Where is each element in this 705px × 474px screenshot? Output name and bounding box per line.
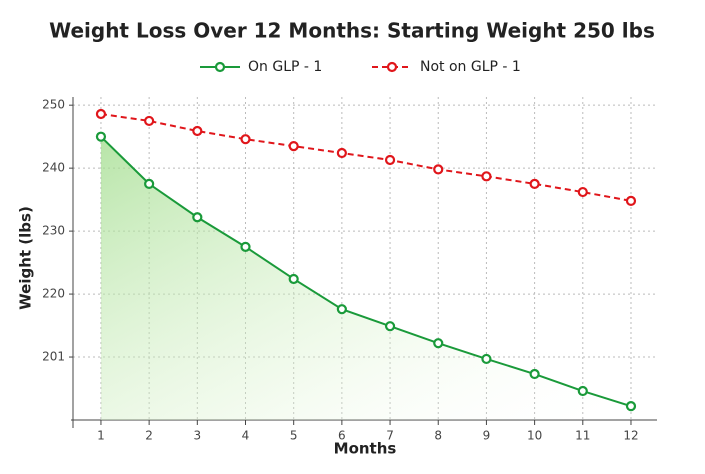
legend-label: On GLP - 1 xyxy=(248,59,322,75)
point xyxy=(288,141,299,152)
legend-marker xyxy=(386,61,398,73)
point xyxy=(95,131,107,142)
point xyxy=(625,401,637,412)
x-tick-label: 4 xyxy=(242,429,250,443)
legend-label: Not on GLP - 1 xyxy=(420,59,521,75)
chart-title: Weight Loss Over 12 Months: Starting Wei… xyxy=(49,19,655,43)
series-line xyxy=(100,113,632,202)
x-tick-label: 1 xyxy=(97,429,105,443)
point xyxy=(384,321,396,332)
point xyxy=(529,178,540,189)
y-tick-label: 230 xyxy=(42,224,65,238)
point xyxy=(481,353,492,365)
point xyxy=(384,154,396,166)
x-tick-label: 10 xyxy=(527,429,542,443)
x-tick-label: 11 xyxy=(575,429,590,443)
y-tick-label: 201 xyxy=(42,350,65,364)
point xyxy=(240,134,251,145)
legend-marker xyxy=(214,61,226,73)
x-tick-label: 8 xyxy=(434,429,442,443)
y-tick-label: 240 xyxy=(42,161,65,175)
y-tick-label: 250 xyxy=(42,98,65,112)
point xyxy=(336,304,347,315)
point xyxy=(625,195,637,206)
x-tick-label: 5 xyxy=(290,429,298,443)
y-tick-label: 220 xyxy=(42,287,65,301)
point xyxy=(577,385,588,397)
point xyxy=(336,147,347,159)
point xyxy=(433,338,444,349)
area xyxy=(100,136,631,420)
y-axis-label: Weight (lbs) xyxy=(17,206,35,310)
point xyxy=(288,273,299,285)
point xyxy=(529,368,540,380)
x-tick-label: 3 xyxy=(193,429,201,443)
point xyxy=(144,115,155,127)
point xyxy=(240,241,251,252)
x-tick-label: 12 xyxy=(623,429,638,443)
point xyxy=(192,125,203,137)
x-axis-label: Months xyxy=(334,440,397,458)
point xyxy=(192,212,203,223)
x-tick-label: 2 xyxy=(145,429,153,443)
point xyxy=(433,164,444,175)
point xyxy=(144,178,155,189)
x-tick-label: 7 xyxy=(386,429,394,443)
x-tick-label: 9 xyxy=(483,429,491,443)
point xyxy=(481,171,492,182)
point xyxy=(577,186,588,198)
series-line xyxy=(100,135,632,408)
point xyxy=(95,108,107,120)
x-tick-label: 6 xyxy=(338,429,346,443)
